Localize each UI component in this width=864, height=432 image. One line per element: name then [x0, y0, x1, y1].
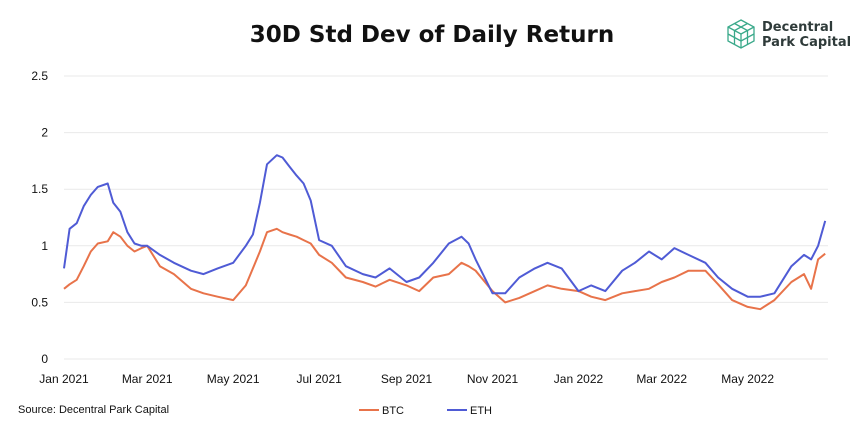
series-line-eth — [63, 154, 827, 298]
x-tick-label: Jan 2022 — [554, 372, 604, 386]
x-tick-label: Jan 2021 — [39, 372, 89, 386]
brand-name-line1: Decentral — [762, 20, 834, 35]
source-note: Source: Decentral Park Capital — [18, 404, 170, 416]
y-tick-label: 0.5 — [31, 295, 48, 309]
x-tick-label: Sep 2021 — [381, 372, 433, 386]
y-tick-label: 1 — [41, 239, 48, 253]
brand-name-line2: Park Capital — [762, 35, 852, 50]
x-tick-label: Jul 2021 — [296, 372, 342, 386]
cube-icon — [727, 19, 755, 49]
legend: BTC ETH — [359, 405, 492, 417]
legend-label: ETH — [470, 405, 492, 417]
series-line-btc — [63, 227, 826, 311]
x-tick-label: May 2022 — [721, 372, 774, 386]
brand-name: Decentral Park Capital — [762, 20, 851, 50]
x-tick-label: Nov 2021 — [467, 372, 519, 386]
x-tick-label: Mar 2022 — [636, 372, 687, 386]
legend-item-eth: ETH — [447, 405, 492, 417]
x-tick-label: May 2021 — [207, 372, 260, 386]
legend-item-btc: BTC — [359, 405, 404, 417]
y-tick-label: 2 — [41, 126, 48, 140]
x-tick-label: Mar 2021 — [122, 372, 173, 386]
y-tick-label: 2.5 — [31, 69, 48, 83]
y-tick-label: 1.5 — [31, 182, 48, 196]
brand-logo: Decentral Park Capital — [726, 18, 861, 52]
y-axis: 0 0.5 1 1.5 2 2.5 — [31, 69, 48, 366]
series-lines — [63, 154, 827, 311]
gridlines — [64, 75, 828, 360]
chart-title: 30D Std Dev of Daily Return — [249, 22, 615, 48]
x-axis: Jan 2021 Mar 2021 May 2021 Jul 2021 Sep 2021… — [39, 372, 774, 386]
y-tick-label: 0 — [41, 352, 48, 366]
legend-label: BTC — [382, 405, 404, 417]
